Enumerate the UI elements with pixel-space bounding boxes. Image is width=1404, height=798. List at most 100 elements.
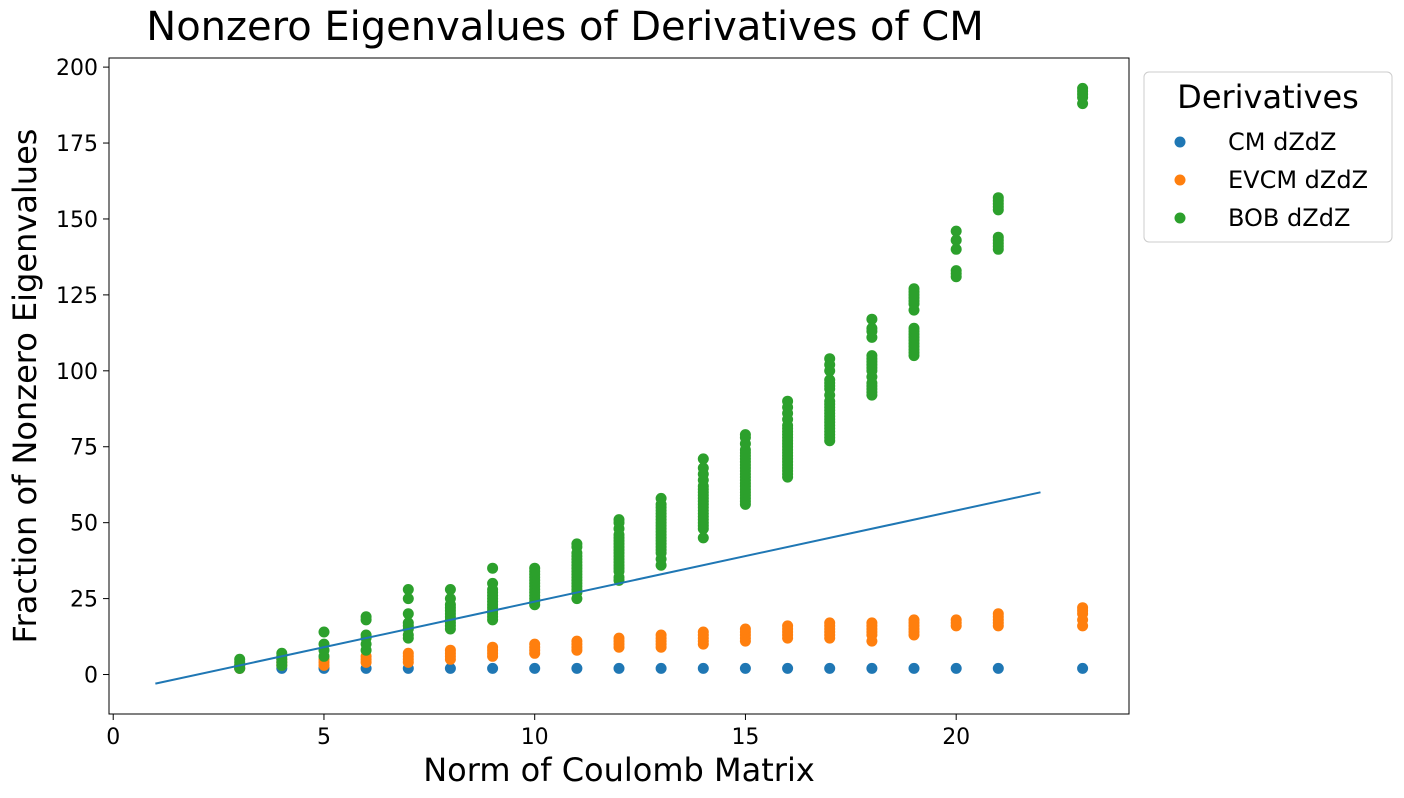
data-point	[360, 611, 372, 623]
data-point	[1077, 662, 1089, 674]
y-tick-label: 150	[56, 208, 98, 233]
x-axis-title: Norm of Coulomb Matrix	[423, 751, 815, 789]
y-tick-label: 75	[70, 436, 98, 461]
legend-label: BOB dZdZ	[1228, 204, 1350, 232]
data-point	[613, 632, 625, 644]
series-bob-dzdz	[234, 82, 1089, 674]
data-point	[992, 608, 1004, 620]
data-point	[824, 662, 836, 674]
x-tick-label: 0	[106, 725, 120, 750]
y-axis-title: Fraction of Nonzero Eigenvalues	[6, 129, 44, 644]
data-point	[824, 617, 836, 629]
y-tick-label: 100	[56, 360, 98, 385]
data-point	[866, 313, 878, 325]
data-point	[571, 635, 583, 647]
data-point	[697, 662, 709, 674]
data-point	[444, 584, 456, 595]
data-point	[950, 662, 962, 674]
data-point	[402, 593, 414, 605]
series-evcm-dzdz	[234, 602, 1089, 674]
data-point	[529, 638, 541, 650]
legend-box	[1143, 71, 1393, 243]
y-tick-label: 200	[56, 56, 98, 81]
data-point	[655, 629, 667, 641]
data-point	[739, 429, 751, 441]
data-point	[866, 322, 878, 334]
data-point	[950, 234, 962, 246]
data-point	[444, 644, 456, 656]
data-point	[529, 562, 541, 574]
data-point	[234, 653, 246, 665]
data-point	[402, 647, 414, 659]
legend-marker	[1174, 174, 1186, 186]
data-point	[402, 617, 414, 629]
data-point	[908, 662, 920, 674]
legend: Derivatives CM dZdZ EVCM dZdZ BOB dZdZ	[1143, 71, 1393, 243]
data-point	[908, 283, 920, 295]
data-point	[782, 662, 794, 674]
data-point	[782, 395, 794, 407]
data-point	[613, 662, 625, 674]
data-point	[444, 593, 456, 605]
data-point	[950, 243, 962, 255]
data-point	[908, 614, 920, 626]
x-tick-label: 15	[731, 725, 759, 750]
x-axis-ticks: 0 5 10 15 20	[106, 714, 970, 750]
data-point	[655, 662, 667, 674]
data-point	[318, 626, 330, 638]
trend-line	[155, 491, 1041, 685]
data-point	[487, 577, 499, 589]
data-point	[655, 492, 667, 504]
data-point	[782, 620, 794, 632]
data-point	[908, 322, 920, 334]
data-point	[950, 225, 962, 237]
data-point	[824, 374, 836, 386]
x-tick-label: 10	[521, 725, 549, 750]
data-point	[613, 514, 625, 526]
data-point	[950, 265, 962, 277]
data-point	[824, 353, 836, 365]
legend-marker	[1174, 136, 1186, 148]
data-point	[487, 641, 499, 653]
data-point	[739, 662, 751, 674]
data-point	[866, 350, 878, 362]
data-point	[444, 662, 456, 674]
data-point	[1077, 82, 1089, 94]
y-axis-ticks: 0 25 50 75 100 125 150 175 200	[56, 56, 109, 689]
data-point	[950, 614, 962, 626]
data-point	[487, 562, 499, 574]
data-point	[992, 662, 1004, 674]
data-point	[402, 584, 414, 595]
data-point	[739, 623, 751, 635]
data-point	[697, 532, 709, 544]
plot-marks	[155, 82, 1089, 685]
data-point	[866, 617, 878, 629]
data-point	[571, 662, 583, 674]
y-tick-label: 0	[84, 664, 98, 689]
data-point	[402, 608, 414, 620]
x-tick-label: 20	[942, 725, 970, 750]
y-tick-label: 25	[70, 588, 98, 613]
data-point	[697, 626, 709, 638]
x-tick-label: 5	[317, 725, 331, 750]
legend-marker	[1174, 212, 1186, 224]
data-point	[992, 192, 1004, 204]
plot-area: 0 5 10 15 20 0 25 50 75 100 125 150 175 200	[56, 56, 1130, 750]
data-point	[487, 662, 499, 674]
data-point	[529, 662, 541, 674]
data-point	[697, 453, 709, 465]
chart-title: Nonzero Eigenvalues of Derivatives of CM	[146, 4, 983, 50]
y-tick-label: 125	[56, 284, 98, 309]
data-point	[992, 231, 1004, 243]
legend-label: EVCM dZdZ	[1228, 166, 1368, 194]
plot-frame	[108, 57, 1130, 715]
legend-title: Derivatives	[1177, 78, 1359, 116]
legend-label: CM dZdZ	[1228, 128, 1336, 156]
y-tick-label: 175	[56, 132, 98, 157]
data-point	[571, 538, 583, 550]
data-point	[697, 462, 709, 474]
data-point	[1077, 602, 1089, 614]
y-tick-label: 50	[70, 512, 98, 537]
data-point	[866, 662, 878, 674]
